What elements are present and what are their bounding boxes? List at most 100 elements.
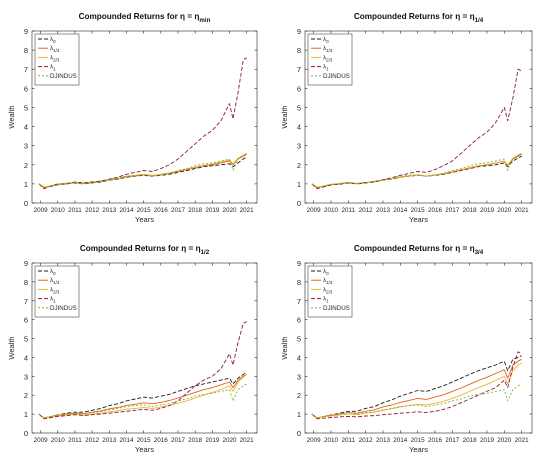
- legend-label-sub: 0: [326, 271, 329, 276]
- legend-label-main: λ: [323, 45, 327, 52]
- legend-label-main: λ: [323, 277, 327, 284]
- x-tick-label: 2018: [188, 437, 203, 444]
- x-tick-label: 2011: [68, 437, 82, 444]
- x-tick-label: 2019: [205, 207, 220, 214]
- x-tick-label: 2020: [223, 437, 238, 444]
- x-tick-label: 2011: [342, 207, 356, 214]
- legend-label-3: λ2/3: [50, 54, 60, 62]
- legend-label-5: DJINDUS: [323, 73, 350, 80]
- x-tick-label: 2015: [411, 207, 426, 214]
- x-tick-label: 2013: [376, 207, 391, 214]
- legend-label-sub: 1: [53, 67, 56, 72]
- x-tick-label: 2019: [480, 207, 495, 214]
- x-tick-label: 2020: [497, 207, 512, 214]
- x-tick-label: 2014: [119, 207, 134, 214]
- x-tick-label: 2012: [359, 437, 374, 444]
- x-tick-label: 2021: [515, 437, 530, 444]
- legend-label-sub: 1/3: [53, 48, 60, 53]
- y-tick-label: 0: [24, 199, 28, 208]
- y-tick-label: 1: [24, 180, 28, 189]
- legend-label-1: λ0: [323, 268, 329, 276]
- y-tick-label: 9: [297, 27, 301, 36]
- legend-label-sub: 0: [53, 39, 56, 44]
- x-tick-label: 2016: [428, 437, 443, 444]
- legend-label-main: λ: [50, 54, 54, 61]
- legend-label-sub: 1/3: [326, 48, 333, 53]
- y-tick-label: 0: [24, 429, 28, 438]
- y-tick-label: 8: [24, 46, 28, 55]
- x-tick-label: 2017: [445, 207, 460, 214]
- x-tick-label: 2017: [445, 437, 460, 444]
- y-tick-label: 2: [297, 161, 301, 170]
- legend-label-1: λ0: [323, 36, 329, 44]
- x-tick-label: 2015: [411, 437, 426, 444]
- y-tick-label: 4: [297, 353, 301, 362]
- x-tick-label: 2017: [171, 207, 186, 214]
- legend-label-sub: 0: [326, 39, 329, 44]
- y-tick-label: 1: [297, 180, 301, 189]
- x-tick-label: 2016: [154, 207, 169, 214]
- legend-label-sub: 2/3: [53, 57, 60, 62]
- x-tick-label: 2016: [154, 437, 169, 444]
- y-axis-label: Wealth: [7, 336, 16, 359]
- y-tick-label: 3: [24, 372, 28, 381]
- x-tick-label: 2021: [515, 207, 530, 214]
- x-tick-label: 2009: [307, 207, 322, 214]
- x-tick-label: 2012: [85, 437, 100, 444]
- y-tick-label: 0: [297, 429, 301, 438]
- x-axis-label: Years: [135, 215, 154, 224]
- legend-label-main: λ: [323, 36, 327, 43]
- chart-title-main: Compounded Returns for η = η: [354, 12, 475, 21]
- legend: [307, 33, 353, 86]
- series-line-3: [38, 374, 247, 419]
- series-line-5: [311, 383, 522, 419]
- y-tick-label: 9: [24, 259, 28, 268]
- legend-label-5: DJINDUS: [50, 73, 77, 80]
- y-tick-label: 7: [24, 297, 28, 306]
- legend: [307, 265, 353, 318]
- y-tick-label: 1: [24, 410, 28, 419]
- legend-label-main: DJINDUS: [50, 73, 77, 80]
- legend-label-main: λ: [50, 64, 54, 71]
- y-tick-label: 1: [297, 410, 301, 419]
- x-tick-label: 2013: [376, 437, 391, 444]
- x-tick-label: 2015: [137, 437, 152, 444]
- series-line-2: [311, 358, 522, 419]
- series-line-1: [311, 355, 522, 419]
- y-tick-label: 2: [24, 161, 28, 170]
- chart-title: Compounded Returns for η = ηmin: [79, 12, 211, 24]
- x-tick-label: 2021: [240, 207, 255, 214]
- legend-label-main: λ: [50, 268, 54, 275]
- chart-title: Compounded Returns for η = η1/4: [354, 12, 484, 24]
- y-tick-label: 7: [297, 297, 301, 306]
- legend-label-2: λ1/3: [50, 45, 60, 53]
- legend-label-sub: 1: [53, 299, 56, 304]
- x-tick-label: 2019: [480, 437, 495, 444]
- legend-label-main: λ: [50, 277, 54, 284]
- y-tick-label: 5: [297, 335, 301, 344]
- legend-label-sub: 2/3: [53, 289, 60, 294]
- x-tick-label: 2014: [119, 437, 134, 444]
- x-tick-label: 2013: [102, 437, 117, 444]
- legend-label-1: λ0: [50, 36, 56, 44]
- x-tick-label: 2012: [85, 207, 100, 214]
- y-tick-label: 7: [24, 65, 28, 74]
- legend-label-5: DJINDUS: [323, 305, 350, 312]
- x-tick-label: 2017: [171, 437, 186, 444]
- x-tick-label: 2020: [223, 207, 238, 214]
- y-tick-label: 9: [297, 259, 301, 268]
- y-tick-label: 0: [297, 199, 301, 208]
- legend: [34, 33, 80, 86]
- x-axis-label: Years: [409, 215, 428, 224]
- legend-label-main: λ: [50, 286, 54, 293]
- x-axis-label: Years: [135, 445, 154, 454]
- y-tick-label: 5: [297, 103, 301, 112]
- x-tick-label: 2010: [51, 207, 66, 214]
- y-tick-label: 3: [24, 142, 28, 151]
- x-tick-label: 2016: [428, 207, 443, 214]
- legend-label-main: λ: [50, 296, 54, 303]
- y-tick-label: 3: [297, 142, 301, 151]
- x-tick-label: 2010: [324, 437, 339, 444]
